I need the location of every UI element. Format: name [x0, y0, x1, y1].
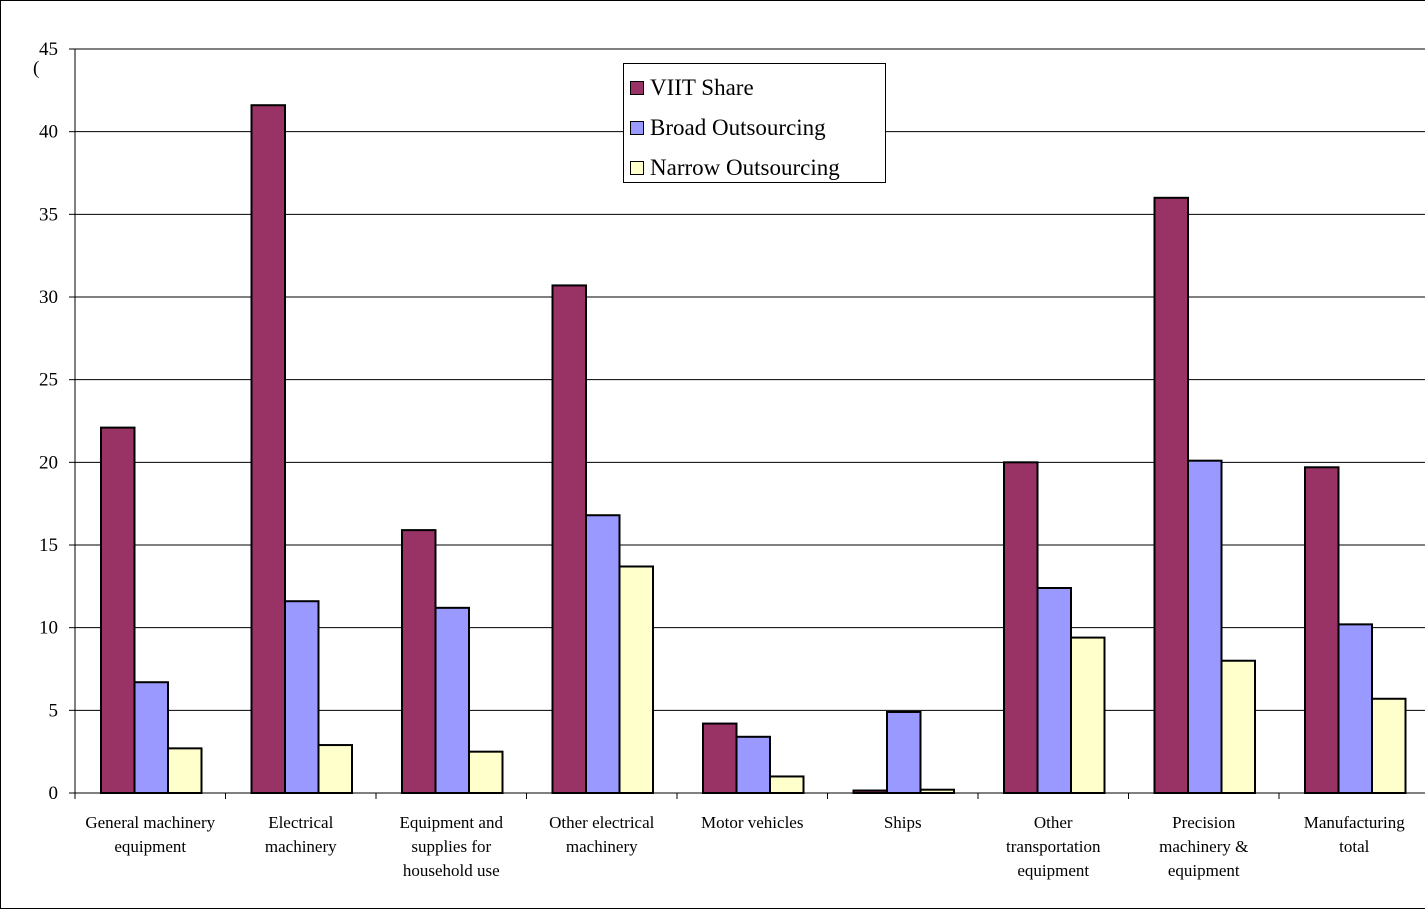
bar — [401, 529, 437, 794]
bar — [1187, 459, 1223, 794]
bar — [1003, 461, 1039, 794]
bar — [1337, 623, 1373, 794]
bar — [618, 565, 654, 795]
y-axis-label: ( — [33, 58, 40, 79]
bar — [1220, 659, 1256, 794]
x-tick-label: Other transportation equipment — [1006, 813, 1101, 880]
bar — [133, 681, 169, 795]
y-tick-label: 0 — [49, 783, 59, 804]
x-tick-label: Equipment and supplies for household use — [400, 813, 504, 880]
legend-item-viit-share: VIIT Share — [624, 68, 885, 108]
bar — [769, 775, 805, 795]
y-tick-label: 40 — [39, 122, 58, 143]
x-tick-label: Electrical machinery — [265, 813, 337, 856]
bar — [434, 606, 470, 794]
y-tick-label: 35 — [39, 204, 58, 225]
bars — [100, 104, 1407, 795]
axes — [69, 48, 1425, 799]
legend-item-broad-outsourcing: Broad Outsourcing — [624, 108, 885, 148]
bar — [886, 710, 922, 795]
y-tick-label: 25 — [39, 370, 58, 391]
bar — [100, 426, 136, 794]
y-tick-label: 20 — [39, 452, 58, 473]
legend-label: Broad Outsourcing — [650, 115, 826, 140]
bar — [167, 747, 203, 794]
legend-item-narrow-outsourcing: Narrow Outsourcing — [624, 148, 885, 188]
y-tick-label: 30 — [39, 287, 58, 308]
x-tick-label: General machinery equipment — [85, 813, 215, 856]
y-tick-label: 5 — [49, 700, 59, 721]
x-tick-label: Precision machinery & equipment — [1159, 813, 1248, 880]
bar — [702, 722, 738, 794]
bar — [250, 104, 286, 795]
bar — [551, 284, 587, 794]
x-tick-labels: General machinery equipment Electrical mach… — [85, 813, 1405, 880]
legend-swatch-narrow-outsourcing — [630, 161, 644, 175]
legend-label: Narrow Outsourcing — [650, 155, 840, 180]
y-tick-label: 15 — [39, 535, 58, 556]
bar — [585, 514, 621, 794]
bar — [1070, 636, 1106, 794]
bar — [735, 735, 771, 795]
bar — [1036, 586, 1072, 795]
bar — [1153, 196, 1189, 795]
legend-label: VIIT Share — [650, 75, 754, 100]
legend-swatch-viit-share — [630, 81, 644, 95]
bar — [468, 750, 504, 795]
bar — [1371, 697, 1407, 795]
bar — [284, 600, 320, 794]
legend-swatch-broad-outsourcing — [630, 121, 644, 135]
x-tick-label: Manufacturing total — [1304, 813, 1406, 856]
y-tick-labels: 0 5 10 15 20 25 30 35 40 45 — [39, 39, 58, 804]
bar — [317, 744, 353, 795]
bar — [1304, 466, 1340, 794]
y-tick-label: 10 — [39, 618, 58, 639]
y-tick-label: 45 — [39, 39, 58, 60]
x-tick-label: Ships — [884, 813, 922, 832]
x-tick-label: Other electrical machinery — [549, 813, 655, 856]
x-tick-label: Motor vehicles — [701, 813, 803, 832]
legend: VIIT Share Broad Outsourcing Narrow Outs… — [623, 63, 886, 183]
